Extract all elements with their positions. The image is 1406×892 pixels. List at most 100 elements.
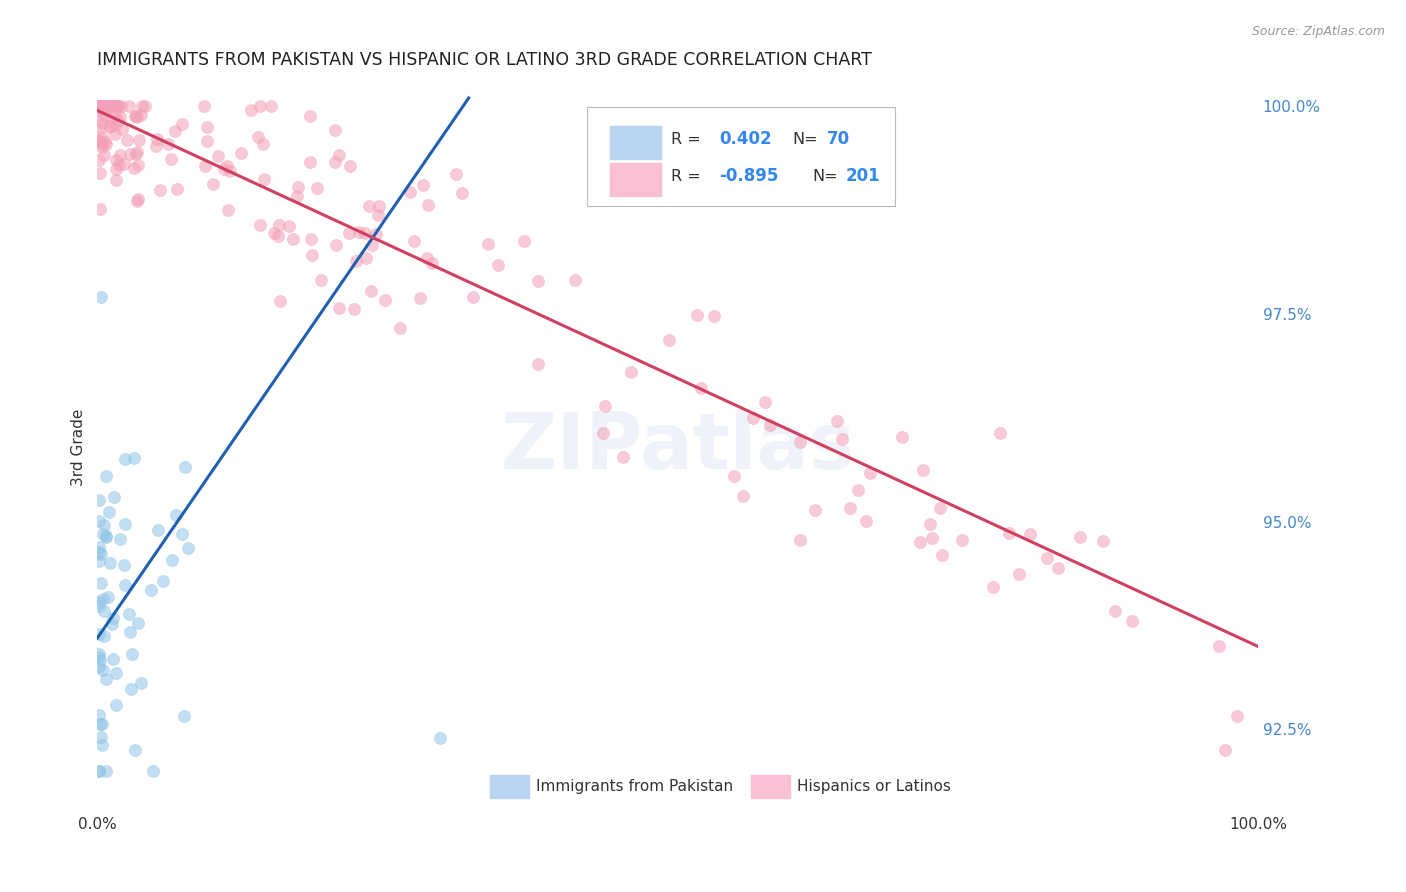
Point (367, 209, 389, 223)
Point (339, 159, 361, 173)
Point (90, 112, 112, 127)
Point (325, 155, 347, 169)
Point (1208, 639, 1230, 653)
Point (128, 133, 150, 147)
Point (129, 676, 152, 690)
Point (918, 517, 941, 532)
Point (429, 731, 451, 745)
Point (789, 434, 811, 449)
Point (90, 730, 112, 744)
Point (111, 122, 134, 136)
Point (125, 109, 148, 123)
Point (100, 616, 122, 631)
Point (359, 199, 381, 213)
Point (117, 607, 139, 622)
Point (855, 514, 877, 528)
Point (165, 124, 187, 138)
Point (114, 517, 136, 532)
Point (620, 365, 643, 379)
Point (1018, 526, 1040, 541)
Point (804, 502, 827, 516)
Point (301, 248, 323, 262)
Point (202, 178, 225, 192)
Point (194, 159, 217, 173)
Point (93, 99, 115, 113)
Point (269, 294, 291, 309)
Point (1069, 530, 1091, 544)
Point (107, 99, 129, 113)
Point (105, 698, 128, 713)
Point (444, 168, 467, 182)
Point (104, 99, 127, 113)
Point (103, 99, 125, 113)
Point (107, 113, 129, 128)
FancyBboxPatch shape (751, 774, 790, 798)
Point (124, 109, 146, 123)
Point (298, 109, 321, 123)
Point (87, 595, 110, 609)
Text: Hispanics or Latinos: Hispanics or Latinos (797, 779, 950, 794)
Point (120, 146, 142, 161)
Point (374, 293, 396, 308)
Point (269, 218, 291, 232)
Text: Source: ZipAtlas.com: Source: ZipAtlas.com (1251, 25, 1385, 38)
Point (94, 101, 117, 115)
Point (90, 547, 112, 561)
Point (89, 99, 111, 113)
Point (846, 483, 869, 497)
Point (104, 118, 127, 132)
Point (342, 302, 364, 317)
Point (174, 460, 197, 475)
Point (950, 533, 973, 548)
Point (89, 764, 111, 778)
Point (145, 138, 167, 153)
Point (108, 532, 131, 546)
Point (124, 743, 146, 757)
FancyBboxPatch shape (610, 127, 661, 160)
Point (104, 107, 127, 121)
Point (592, 426, 614, 441)
Point (127, 616, 149, 631)
Point (364, 227, 387, 241)
Point (105, 666, 128, 681)
Point (477, 237, 499, 252)
Point (87, 153, 110, 167)
Point (118, 625, 141, 640)
Point (339, 227, 361, 241)
Point (249, 99, 271, 113)
Point (131, 108, 153, 122)
Point (100, 99, 122, 113)
Text: N=: N= (813, 169, 838, 184)
Point (1104, 603, 1126, 617)
Point (87, 540, 110, 554)
Point (360, 284, 382, 298)
Text: IMMIGRANTS FROM PAKISTAN VS HISPANIC OR LATINO 3RD GRADE CORRELATION CHART: IMMIGRANTS FROM PAKISTAN VS HISPANIC OR … (97, 51, 872, 69)
Point (90, 136, 112, 151)
Point (368, 199, 391, 213)
Point (87, 650, 110, 665)
Point (278, 219, 301, 233)
Point (87, 103, 110, 118)
Point (912, 463, 935, 477)
Point (93, 135, 115, 149)
Point (741, 411, 763, 425)
Point (110, 99, 132, 113)
Point (93, 148, 115, 162)
Point (91, 99, 114, 113)
Point (323, 122, 346, 136)
Point (1121, 614, 1143, 628)
Point (263, 226, 285, 240)
Point (212, 161, 235, 176)
Point (87, 514, 110, 528)
Point (87, 708, 110, 723)
Point (564, 273, 586, 287)
Point (252, 136, 274, 151)
Point (527, 357, 550, 371)
Point (412, 178, 434, 192)
Point (87, 660, 110, 674)
Point (658, 334, 681, 348)
Point (98, 556, 121, 570)
Point (87, 647, 110, 661)
Point (125, 146, 148, 161)
Point (90, 716, 112, 731)
